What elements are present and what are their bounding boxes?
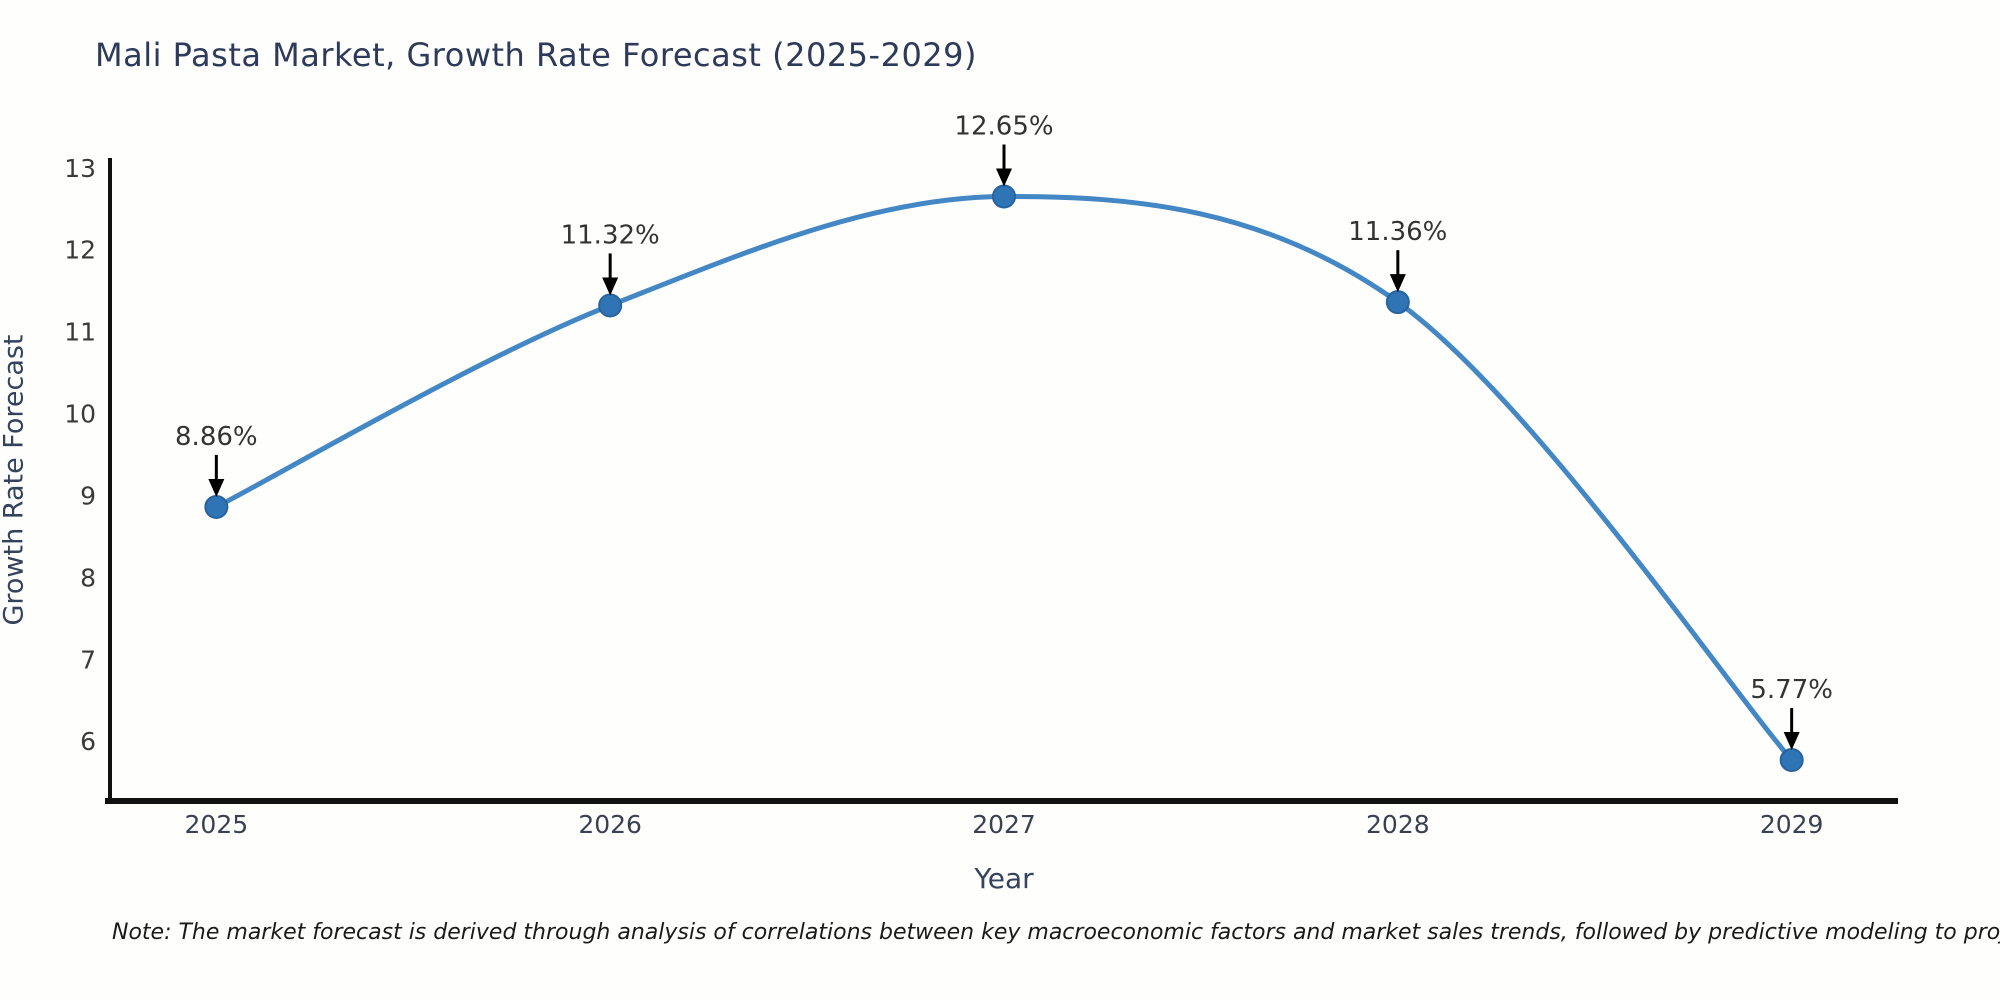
annotation-label: 11.32% <box>561 220 660 250</box>
x-tick-label: 2029 <box>1760 810 1824 839</box>
chart-title: Mali Pasta Market, Growth Rate Forecast … <box>95 36 977 74</box>
y-tick-label: 8 <box>80 563 96 592</box>
annotation-label: 12.65% <box>954 111 1053 141</box>
annotation-label: 11.36% <box>1348 217 1447 247</box>
annotation-arrowhead <box>996 168 1012 187</box>
x-tick-label: 2025 <box>185 810 249 839</box>
y-tick-label: 11 <box>64 318 96 347</box>
y-tick-label: 10 <box>64 400 96 429</box>
y-tick-label: 13 <box>64 154 96 183</box>
data-point-marker <box>1385 290 1410 315</box>
y-tick-label: 7 <box>80 645 96 674</box>
x-axis-label: Year <box>974 862 1034 895</box>
data-point-marker <box>992 184 1016 209</box>
y-tick-label: 12 <box>64 236 96 265</box>
annotation-arrowhead <box>208 478 225 497</box>
x-tick-label: 2027 <box>972 810 1036 839</box>
annotation-arrowhead <box>1389 274 1406 293</box>
forecast-line <box>213 193 1795 763</box>
annotation-arrowhead <box>602 277 619 296</box>
annotation-label: 5.77% <box>1750 675 1833 705</box>
annotation-arrowhead <box>1783 732 1800 751</box>
footnote: Note: The market forecast is derived thr… <box>112 920 2000 945</box>
data-point-marker <box>204 494 229 519</box>
annotation-label: 8.86% <box>175 422 258 452</box>
data-point-marker <box>1779 748 1804 773</box>
x-tick-label: 2026 <box>578 810 642 839</box>
y-tick-label: 6 <box>80 727 96 756</box>
y-tick-label: 9 <box>80 481 96 510</box>
data-point-marker <box>598 293 623 318</box>
x-tick-label: 2028 <box>1366 810 1430 839</box>
